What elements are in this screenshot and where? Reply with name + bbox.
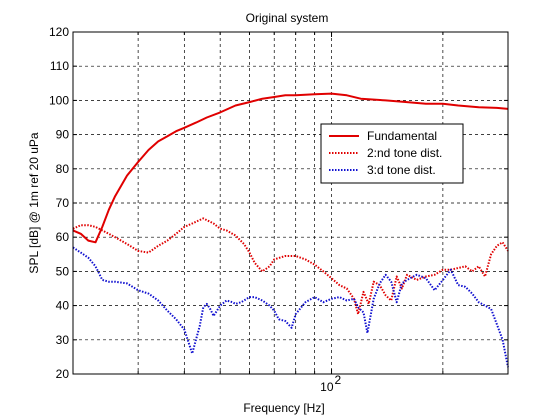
legend-label-1: Fundamental: [367, 129, 437, 143]
y-tick-label: 70: [56, 196, 70, 210]
plot-frame: [72, 31, 509, 375]
y-tick-label: 40: [56, 299, 70, 313]
chart-title: Original system: [246, 11, 329, 25]
y-tick-label: 20: [56, 367, 70, 381]
y-tick-label: 90: [56, 128, 70, 142]
x-axis-label: Frequency [Hz]: [243, 401, 324, 415]
y-tick-label: 80: [56, 162, 70, 176]
y-tick-label: 100: [49, 93, 69, 107]
legend-label-2: 2:nd tone dist.: [367, 146, 442, 160]
legend-label-3: 3:d tone dist.: [367, 163, 436, 177]
series-line-1: [72, 92, 509, 244]
y-tick-label: 50: [56, 264, 70, 278]
y-axis-label: SPL [dB] @ 1m ref 20 uPa: [27, 132, 41, 273]
y-tick-label: 120: [49, 25, 69, 39]
y-tick-label: 110: [50, 59, 69, 73]
series-line-2: [72, 217, 509, 316]
x-tick-label-base: 10: [320, 380, 334, 394]
series-line-3: [72, 246, 509, 368]
y-tick-label: 60: [56, 230, 70, 244]
x-tick-label-exponent: 2: [335, 373, 342, 387]
y-tick-label: 30: [56, 333, 70, 347]
